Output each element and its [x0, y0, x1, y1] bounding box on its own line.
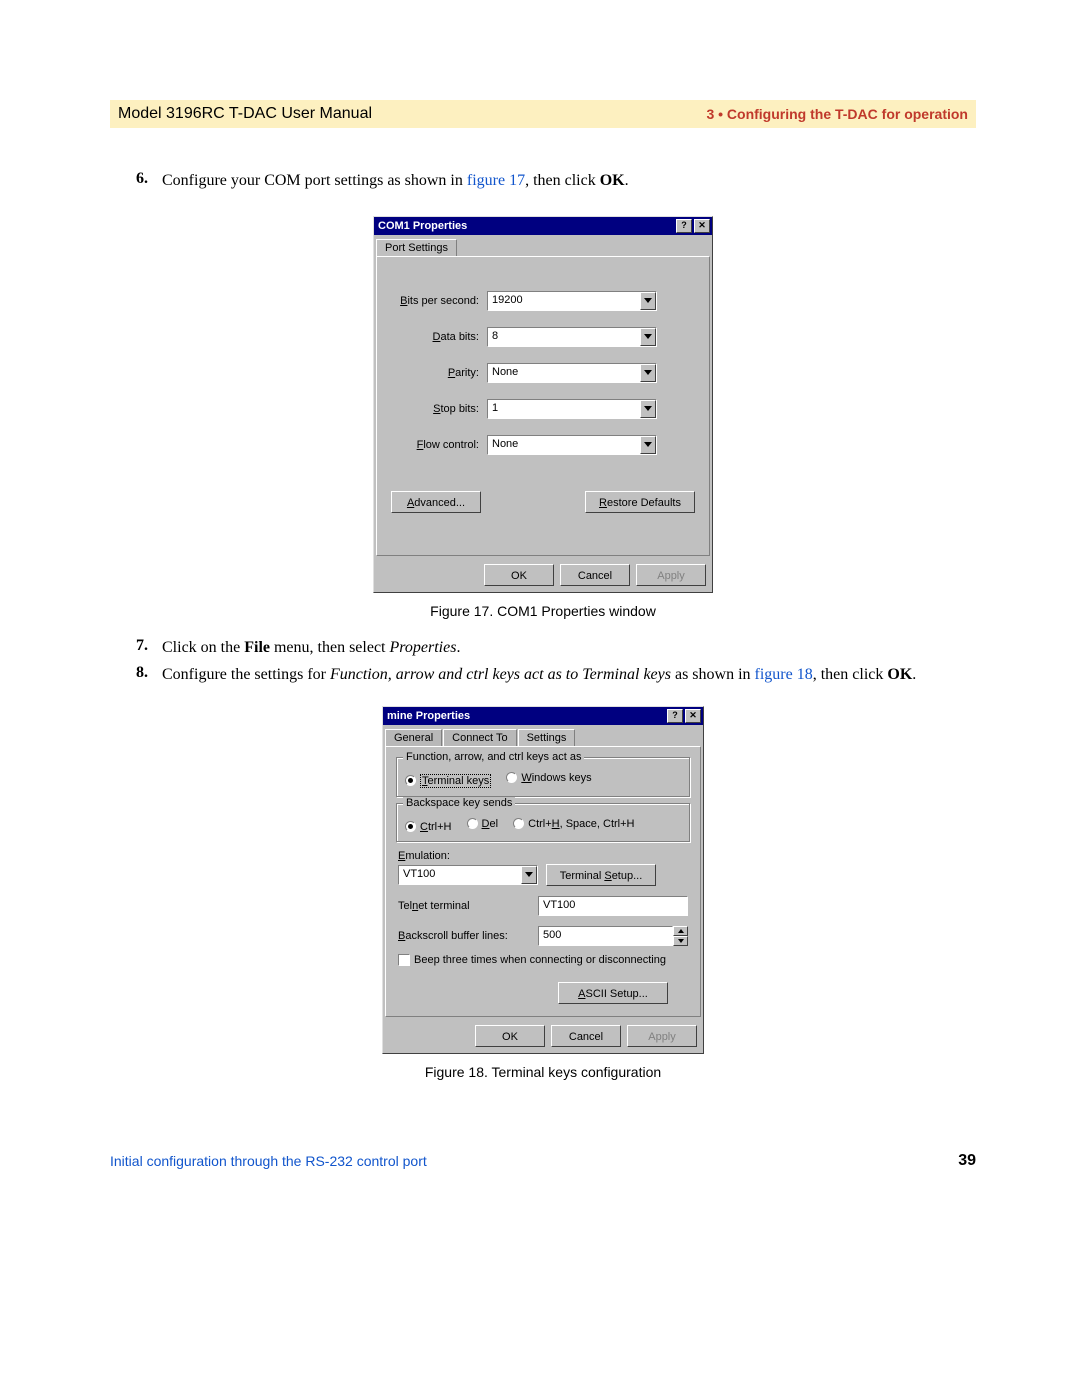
dialog-titlebar: mine Properties ? ✕	[383, 707, 703, 725]
apply-button: Apply	[627, 1025, 697, 1047]
function-keys-group: Function, arrow, and ctrl keys act as Te…	[396, 757, 690, 797]
chevron-down-icon[interactable]	[640, 328, 656, 346]
figure-17-link[interactable]: figure 17	[467, 172, 525, 189]
flow-value[interactable]: None	[488, 436, 640, 454]
terminal-keys-radio[interactable]: Terminal keys	[405, 774, 491, 788]
step-number: 6.	[136, 170, 162, 192]
stopbits-combo[interactable]: 1	[487, 399, 657, 419]
tab-connect-to[interactable]: Connect To	[443, 729, 516, 746]
emulation-value[interactable]: VT100	[399, 866, 521, 884]
flow-label: Flow control:	[377, 439, 487, 451]
windows-keys-radio[interactable]: Windows keys	[506, 772, 591, 784]
close-icon[interactable]: ✕	[694, 219, 710, 233]
stopbits-value[interactable]: 1	[488, 400, 640, 418]
dialog-title: mine Properties	[387, 710, 470, 722]
telnet-label: Telnet terminal	[398, 900, 528, 912]
page-number: 39	[958, 1152, 976, 1170]
backscroll-label: Backscroll buffer lines:	[398, 930, 528, 942]
footer-left: Initial configuration through the RS-232…	[110, 1153, 427, 1169]
del-radio[interactable]: Del	[467, 818, 499, 830]
header-right: 3 • Configuring the T-DAC for operation	[706, 106, 968, 122]
chevron-down-icon[interactable]	[640, 292, 656, 310]
tab-port-settings[interactable]: Port Settings	[376, 239, 457, 256]
chevron-down-icon[interactable]	[521, 866, 537, 884]
chevron-down-icon[interactable]	[640, 364, 656, 382]
chevron-down-icon[interactable]	[640, 400, 656, 418]
help-icon[interactable]: ?	[676, 219, 692, 233]
figure-17-caption: Figure 17. COM1 Properties window	[110, 603, 976, 619]
beep-label: Beep three times when connecting or disc…	[414, 954, 666, 966]
group-title: Backspace key sends	[403, 797, 515, 809]
bps-label: Bits per second:	[377, 295, 487, 307]
databits-value[interactable]: 8	[488, 328, 640, 346]
parity-combo[interactable]: None	[487, 363, 657, 383]
figure-18-caption: Figure 18. Terminal keys configuration	[110, 1064, 976, 1080]
step-8: 8. Configure the settings for Function, …	[136, 664, 976, 686]
dialog-title: COM1 Properties	[378, 220, 467, 232]
cancel-button[interactable]: Cancel	[551, 1025, 621, 1047]
group-title: Function, arrow, and ctrl keys act as	[403, 751, 584, 763]
page-header: Model 3196RC T-DAC User Manual 3 • Confi…	[110, 100, 976, 128]
beep-checkbox-row[interactable]: Beep three times when connecting or disc…	[398, 954, 688, 966]
telnet-input[interactable]: VT100	[538, 896, 688, 916]
com1-properties-dialog: COM1 Properties ? ✕ Port Settings Bits p…	[373, 216, 713, 593]
cancel-button[interactable]: Cancel	[560, 564, 630, 586]
step-text: Configure your COM port settings as show…	[162, 170, 976, 192]
ok-button[interactable]: OK	[475, 1025, 545, 1047]
emulation-combo[interactable]: VT100	[398, 865, 538, 885]
emulation-label: Emulation:	[398, 850, 688, 862]
spin-down-icon[interactable]	[673, 936, 688, 946]
tab-general[interactable]: General	[385, 729, 442, 746]
terminal-setup-button[interactable]: Terminal Setup...	[546, 864, 656, 886]
backscroll-value[interactable]: 500	[538, 926, 673, 946]
step-number: 7.	[136, 637, 162, 659]
step-7: 7. Click on the File menu, then select P…	[136, 637, 976, 659]
apply-button: Apply	[636, 564, 706, 586]
flow-combo[interactable]: None	[487, 435, 657, 455]
parity-value[interactable]: None	[488, 364, 640, 382]
step-text: Click on the File menu, then select Prop…	[162, 637, 976, 659]
spin-up-icon[interactable]	[673, 926, 688, 936]
ok-button[interactable]: OK	[484, 564, 554, 586]
restore-defaults-button[interactable]: Restore Defaults	[585, 491, 695, 513]
backscroll-spinner[interactable]: 500	[538, 926, 688, 946]
bps-combo[interactable]: 19200	[487, 291, 657, 311]
beep-checkbox[interactable]	[398, 954, 410, 966]
close-icon[interactable]: ✕	[685, 709, 701, 723]
figure-18-link[interactable]: figure 18	[755, 666, 813, 683]
backspace-group: Backspace key sends Ctrl+H Del Ctrl+H, S…	[396, 803, 690, 842]
parity-label: Parity:	[377, 367, 487, 379]
tab-settings[interactable]: Settings	[518, 729, 576, 746]
header-left: Model 3196RC T-DAC User Manual	[118, 105, 372, 123]
ctrlh-space-radio[interactable]: Ctrl+H, Space, Ctrl+H	[513, 818, 634, 830]
chevron-down-icon[interactable]	[640, 436, 656, 454]
page-footer: Initial configuration through the RS-232…	[110, 1152, 976, 1170]
help-icon[interactable]: ?	[667, 709, 683, 723]
step-number: 8.	[136, 664, 162, 686]
bps-value[interactable]: 19200	[488, 292, 640, 310]
step-text: Configure the settings for Function, arr…	[162, 664, 976, 686]
ascii-setup-button[interactable]: ASCII Setup...	[558, 982, 668, 1004]
stopbits-label: Stop bits:	[377, 403, 487, 415]
databits-label: Data bits:	[377, 331, 487, 343]
step-6: 6. Configure your COM port settings as s…	[136, 170, 976, 192]
dialog-titlebar: COM1 Properties ? ✕	[374, 217, 712, 235]
databits-combo[interactable]: 8	[487, 327, 657, 347]
mine-properties-dialog: mine Properties ? ✕ General Connect To S…	[382, 706, 704, 1054]
advanced-button[interactable]: Advanced...	[391, 491, 481, 513]
ctrlh-radio[interactable]: Ctrl+H	[405, 821, 451, 833]
